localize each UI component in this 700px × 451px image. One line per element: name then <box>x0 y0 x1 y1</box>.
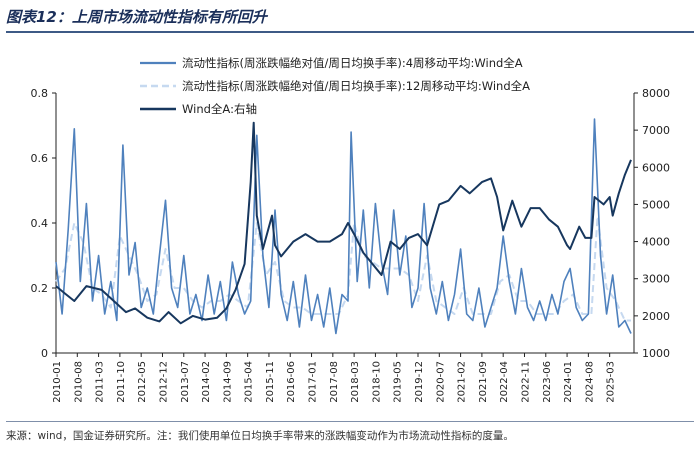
x-tick-label: 2011-10 <box>116 361 127 403</box>
x-tick-label: 2012-05 <box>137 361 148 403</box>
x-tick-label: 2022-11 <box>520 361 531 403</box>
legend-4w-label: 流动性指标(周涨跌幅绝对值/周日均换手率):4周移动平均:Wind全A <box>182 56 523 70</box>
x-tick-label: 2023-06 <box>542 361 553 403</box>
left-tick-label: 0 <box>41 347 48 360</box>
left-tick-label: 0.4 <box>31 217 49 230</box>
figure-title: 图表12：上周市场流动性指标有所回升 <box>6 8 267 26</box>
title-rule <box>6 31 694 33</box>
right-tick-label: 6000 <box>642 161 670 174</box>
x-tick-label: 2021-09 <box>478 361 489 403</box>
x-tick-label: 2019-05 <box>393 361 404 403</box>
x-tick-label: 2014-02 <box>201 361 212 403</box>
right-tick-label: 5000 <box>642 198 670 211</box>
x-tick-label: 2017-08 <box>329 361 340 403</box>
right-tick-label: 3000 <box>642 273 670 286</box>
right-tick-label: 8000 <box>642 87 670 100</box>
left-tick-label: 0.2 <box>31 282 49 295</box>
right-tick-label: 1000 <box>642 347 670 360</box>
right-tick-label: 2000 <box>642 310 670 323</box>
legend-12w-label: 流动性指标(周涨跌幅绝对值/周日均换手率):12周移动平均:Wind全A <box>182 79 530 93</box>
x-tick-label: 2018-10 <box>371 361 382 403</box>
x-tick-label: 2018-03 <box>350 361 361 403</box>
x-tick-label: 2020-07 <box>435 361 446 403</box>
x-tick-label: 2010-08 <box>73 361 84 403</box>
x-tick-label: 2019-12 <box>414 361 425 403</box>
x-tick-label: 2024-01 <box>563 361 574 403</box>
source-rule <box>6 421 694 422</box>
x-tick-label: 2025-03 <box>606 361 617 403</box>
x-tick-label: 2017-01 <box>308 361 319 403</box>
x-tick-label: 2015-11 <box>265 361 276 403</box>
x-tick-label: 2021-02 <box>457 361 468 403</box>
series-4w-line <box>55 118 632 335</box>
x-tick-label: 2014-09 <box>222 361 233 403</box>
right-tick-label: 4000 <box>642 236 670 249</box>
chart-series <box>55 118 632 335</box>
chart-axes: 0 0.2 0.4 0.6 0.8 1000 2000 3000 4000 5000 6000 700… <box>31 87 671 403</box>
x-tick-label: 2013-07 <box>180 361 191 403</box>
left-tick-label: 0.8 <box>31 87 49 100</box>
chart-legend: 流动性指标(周涨跌幅绝对值/周日均换手率):4周移动平均:Wind全A 流动性指标… <box>140 56 530 116</box>
x-tick-label: 2012-12 <box>158 361 169 403</box>
x-tick-label: 2015-04 <box>244 361 255 403</box>
x-tick-label: 2016-06 <box>286 361 297 403</box>
x-tick-label: 2024-08 <box>584 361 595 403</box>
source-note: 来源：wind，国金证券研究所。注：我们使用单位日均换手率带来的涨跌幅变动作为市… <box>6 430 514 442</box>
x-tick-label: 2022-04 <box>499 361 510 403</box>
x-tick-label: 2010-01 <box>52 361 63 403</box>
left-tick-label: 0.6 <box>31 152 49 165</box>
legend-wind-label: Wind全A:右轴 <box>182 102 257 116</box>
x-tick-label: 2011-03 <box>95 361 106 403</box>
series-wind-line <box>55 121 632 325</box>
right-tick-label: 7000 <box>642 124 670 137</box>
